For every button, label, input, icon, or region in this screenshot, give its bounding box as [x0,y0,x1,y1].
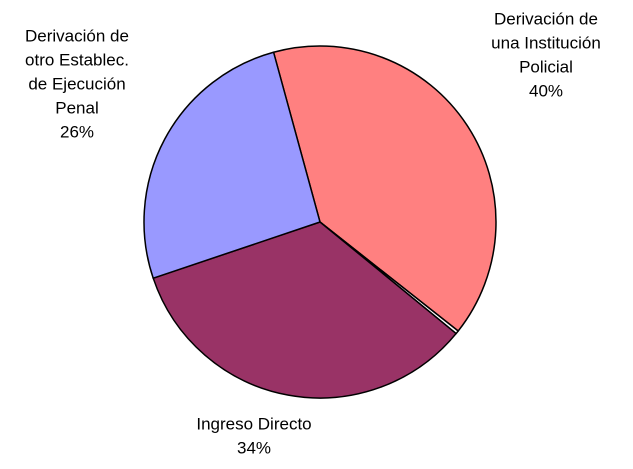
pie-slice [143,51,321,280]
slice-label: Policial [519,57,573,76]
pie-slice [272,45,497,333]
slice-label: Ingreso Directo [196,414,311,433]
slice-label: Derivación de [25,26,129,45]
slice-label: Derivación de [494,9,598,28]
slice-percent: 40% [529,81,563,100]
slice-percent: 34% [237,438,271,457]
slice-label: otro Establec. [25,50,129,69]
slice-percent: 26% [60,122,94,141]
slice-label: una Institución [491,33,601,52]
pie-slice [152,221,458,399]
slice-label: de Ejecución [28,74,125,93]
slice-label: Penal [55,98,98,117]
